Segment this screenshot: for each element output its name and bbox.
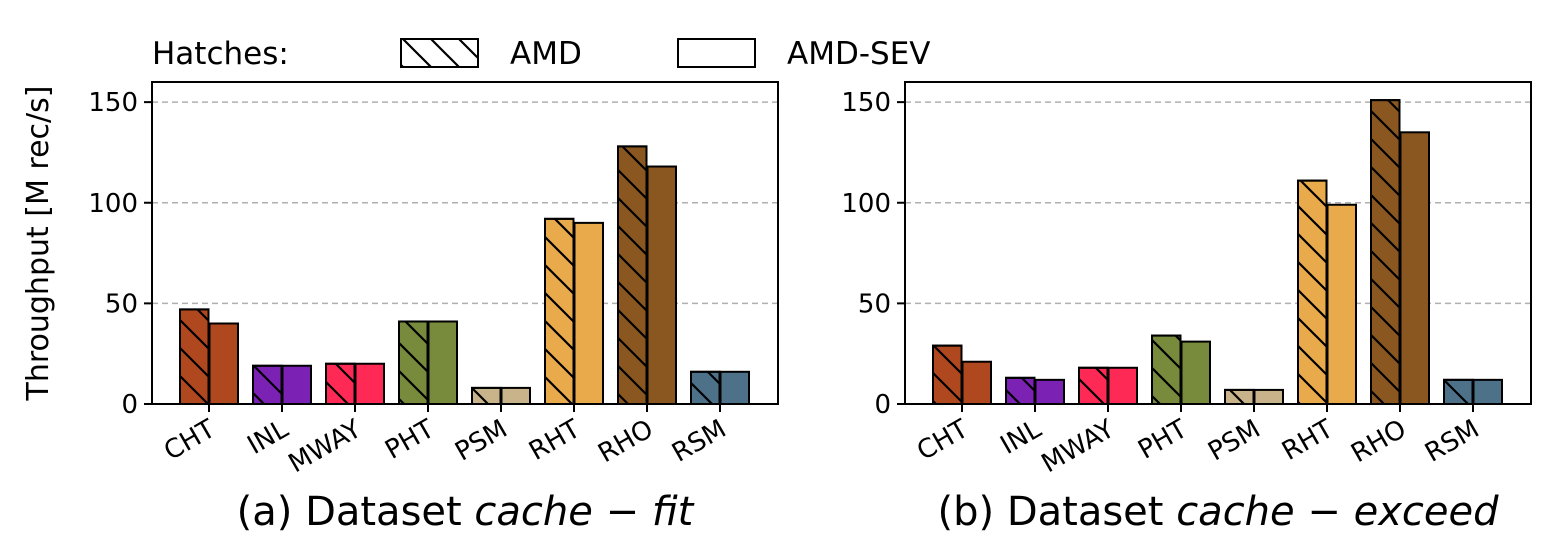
panel-b-caption-dataset: cache − exceed [1176,489,1499,535]
panel-b-bar-hatch-rht [1297,179,1328,405]
panel-a-bar-inl-amd-sev [281,364,312,406]
panel-a-bar-hatch-psm [471,386,502,405]
panel-a-bar-cht-amd-sev [208,322,239,405]
panel-b-bar-hatch-mway [1078,366,1109,405]
panel-b-bar-pht-amd-sev [1180,340,1211,405]
panel-a-frame [151,81,779,405]
legend-title: Hatches: [152,36,289,72]
panel-b-bar-rsm-amd-sev [1472,378,1503,406]
panel-a-bar-rht-amd-sev [573,221,604,405]
panel-b-x-tick-label-rsm: RSM [1420,414,1484,468]
panel-b-y-ticks: 0 50 100 150 [841,88,905,420]
panel-a-x-tick-label-rsm: RSM [667,414,731,468]
panel-a-bar-psm-amd-sev [500,386,531,405]
panel-a-x-tick-label-rht: RHT [524,414,585,467]
panel-a-x-tick-label-rho: RHO [593,414,658,469]
panel-b-x-tick-label-rht: RHT [1277,414,1338,467]
panel-b-y-tick-label: 0 [874,390,891,420]
legend-swatch-amd-sev [677,38,756,68]
panel-b-bar-inl-amd-sev [1034,378,1065,406]
panel-b-bar-rht-amd-sev [1326,203,1357,405]
panel-a-y-tick-label: 150 [88,88,138,118]
panel-b-bar-psm-amd-sev [1253,388,1284,406]
panel-b-x-tick-label-mway: MWAY [1037,414,1120,479]
panel-a-bar-hatch-inl [252,364,283,406]
panel-b-bar-rho-amd-sev [1399,131,1430,405]
panel-b-y-tick-label: 150 [841,88,891,118]
panel-a-bar-hatch-rho [617,145,648,405]
panel-a-bar-mway-amd-sev [354,362,385,405]
panel-b-caption: (b) Dataset cache − exceed [938,489,1500,535]
panel-a-caption: (a) Dataset cache − fit [237,489,695,535]
panel-a-bar-rsm-amd-sev [719,370,750,405]
panel-a-bar-pht-amd-sev [427,320,458,405]
panel-b-bar-cht-amd-sev [961,360,992,405]
panel-a-caption-dataset: cache − fit [474,489,694,535]
panel-b-bar-hatch-inl [1005,376,1036,405]
panel-b-x-tick-label-cht: CHT [912,414,974,467]
panel-a-bar-hatch-rht [544,217,575,405]
panel-b-caption-prefix: (b) Dataset [938,489,1177,535]
panel-b-frame [904,81,1532,405]
panel-a-bar-hatch-rsm [690,370,721,405]
panel-a-gridlines [152,101,778,305]
legend-swatch-amd [400,38,479,68]
panel-a-x-tick-label-pht: PHT [380,414,439,466]
panel-b-x-tick-label-pht: PHT [1133,414,1192,466]
panel-a-y-ticks: 0 50 100 150 [88,88,152,420]
panel-b-y-tick-label: 50 [858,289,891,319]
legend-label-amd: AMD [510,36,582,72]
panel-a-y-tick-label: 0 [121,390,138,420]
panel-b-x-tick-label-psm: PSM [1203,414,1265,467]
panel-b-bar-hatch-rsm [1443,378,1474,406]
panel-b-bar-hatch-pht [1151,334,1182,406]
y-axis-title: Throughput [M rec/s] [21,86,56,402]
panel-a-x-tick-label-mway: MWAY [284,414,367,479]
panel-b-bar-hatch-rho [1370,99,1401,406]
panel-a-caption-prefix: (a) Dataset [237,489,475,535]
panel-b-x-tick-label-rho: RHO [1346,414,1411,469]
panel-a-bar-hatch-mway [325,362,356,405]
panel-a-bar-hatch-cht [179,308,210,406]
panel-b-y-tick-label: 100 [841,189,891,219]
panel-b-bar-hatch-psm [1224,388,1255,406]
panel-a-x-tick-label-cht: CHT [159,414,221,467]
panel-a-y-tick-label: 50 [105,289,138,319]
panel-a-bars [179,145,750,406]
panel-b-bar-hatch-cht [932,344,963,406]
panel-b-bar-mway-amd-sev [1107,366,1138,405]
panel-a-bar-hatch-pht [398,320,429,405]
panel-b-gridlines [905,101,1531,305]
panel-b-bars [932,99,1503,406]
panel-a-y-tick-label: 100 [88,189,138,219]
legend-label-amd-sev: AMD-SEV [787,36,930,72]
panel-a-x-tick-label-psm: PSM [450,414,512,467]
legend: Hatches: AMD AMD-SEV [152,36,930,72]
panel-a-bar-rho-amd-sev [646,165,677,405]
